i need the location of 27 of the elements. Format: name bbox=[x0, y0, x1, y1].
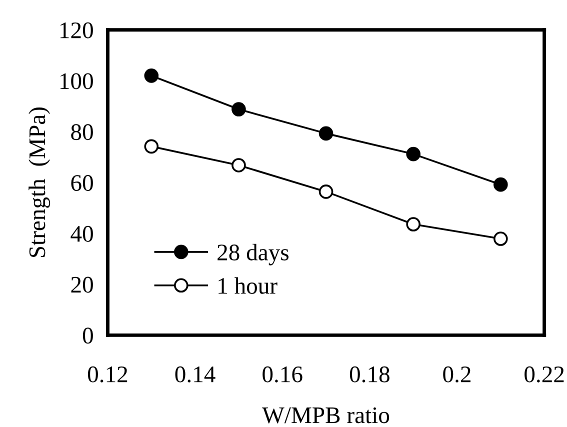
x-tick-label: 0.18 bbox=[350, 366, 390, 382]
y-tick-label: 40 bbox=[70, 226, 93, 242]
point bbox=[494, 232, 508, 246]
point bbox=[318, 184, 334, 199]
point bbox=[318, 126, 334, 141]
x-axis-title: W/MPB ratio bbox=[262, 407, 390, 424]
point bbox=[232, 102, 246, 116]
y-tick-label: 60 bbox=[71, 175, 93, 191]
point bbox=[406, 217, 420, 232]
x-tick-label: 0.14 bbox=[175, 366, 216, 382]
point bbox=[144, 139, 159, 154]
x-tick-label: 0.16 bbox=[262, 366, 302, 382]
y-tick-label: 100 bbox=[60, 73, 93, 90]
point bbox=[494, 177, 508, 192]
y-tick-label: 80 bbox=[71, 124, 93, 140]
legend-label: 1 hour bbox=[218, 277, 278, 294]
y-tick-label: 20 bbox=[71, 276, 93, 293]
x-tick-label: 0.2 bbox=[443, 366, 470, 382]
y-axis-title: Strength (MPa) bbox=[28, 108, 50, 258]
legend-label: 28 days bbox=[218, 244, 289, 266]
point bbox=[406, 146, 420, 162]
y-tick-label: 120 bbox=[60, 22, 93, 38]
x-tick-label: 0.22 bbox=[524, 366, 564, 382]
point bbox=[232, 158, 246, 172]
y-tick-label: 0 bbox=[82, 328, 93, 344]
x-tick-label: 0.12 bbox=[88, 366, 128, 382]
point bbox=[144, 68, 159, 83]
